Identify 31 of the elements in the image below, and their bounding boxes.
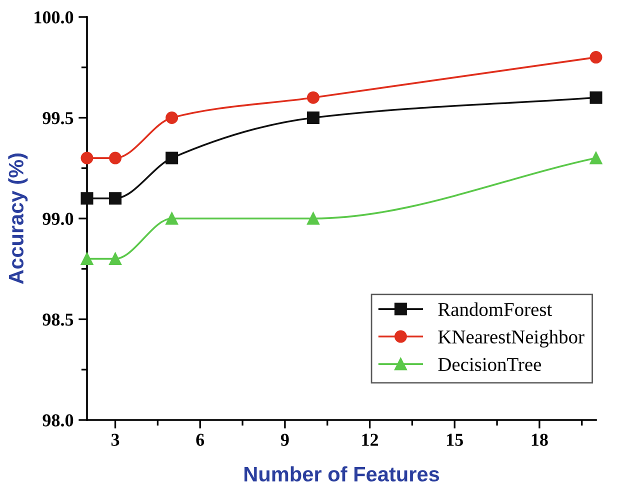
y-tick-label: 98.5	[42, 314, 74, 326]
point	[590, 51, 602, 64]
point	[80, 152, 94, 164]
y-tick-label: 100.0	[34, 11, 74, 24]
point	[80, 252, 94, 266]
y-tick-label: 99.0	[42, 212, 74, 226]
point	[590, 152, 602, 164]
x-tick-label: 18	[532, 434, 548, 446]
point	[590, 91, 602, 104]
x-tick-label: 15	[447, 434, 463, 446]
x-tick-label: 9	[280, 434, 289, 446]
point	[306, 91, 320, 104]
point	[109, 252, 122, 266]
x-axis-title: Number of Features	[244, 466, 440, 482]
point	[166, 152, 178, 164]
y-tick-label: 99.5	[42, 112, 74, 124]
y-axis-title: Accuracy (%)	[8, 154, 28, 284]
x-tick-label: 6	[196, 434, 204, 446]
point	[306, 112, 320, 124]
point	[109, 152, 122, 164]
point	[109, 192, 122, 205]
legend-label: KNearestNeighbor	[438, 330, 584, 348]
legend-label: RandomForest	[438, 302, 552, 316]
point	[306, 212, 320, 225]
point	[80, 192, 94, 205]
x-tick-label: 12	[362, 434, 378, 446]
point	[166, 112, 178, 124]
point	[166, 212, 178, 225]
y-tick-label: 98.0	[42, 414, 74, 427]
legend-label: DecisionTree	[438, 358, 542, 372]
x-tick-label: 3	[111, 434, 120, 446]
